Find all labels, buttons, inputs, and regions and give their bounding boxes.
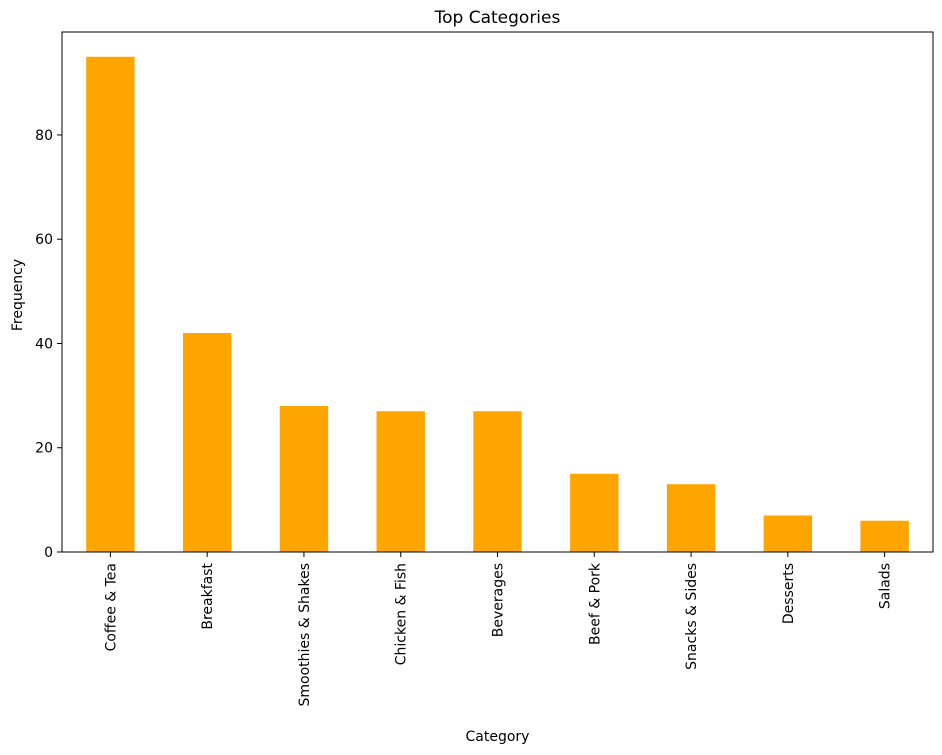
bar bbox=[279, 406, 329, 552]
y-tick-label: 40 bbox=[35, 336, 53, 352]
bar bbox=[666, 484, 716, 552]
chart-title: Top Categories bbox=[434, 8, 561, 28]
x-tick-label: Beverages bbox=[491, 563, 507, 637]
bar bbox=[473, 411, 522, 552]
x-tick-label: Salads bbox=[878, 563, 894, 609]
x-tick-label: Beef & Pork bbox=[587, 562, 603, 645]
y-axis-label: Frequency bbox=[10, 259, 26, 331]
bar bbox=[376, 411, 425, 552]
x-tick-label: Smoothies & Shakes bbox=[297, 563, 313, 707]
bars-group bbox=[86, 56, 909, 553]
x-tick-label: Chicken & Fish bbox=[394, 563, 410, 665]
bar bbox=[86, 56, 135, 553]
bar bbox=[182, 333, 232, 552]
y-tick-label: 60 bbox=[35, 232, 53, 248]
x-axis-label: Category bbox=[466, 729, 530, 745]
y-axis: 0 20 40 60 80 bbox=[35, 128, 62, 561]
bar bbox=[763, 515, 813, 552]
y-tick-label: 80 bbox=[35, 128, 53, 144]
x-tick-label: Snacks & Sides bbox=[684, 563, 700, 670]
y-tick-label: 20 bbox=[35, 441, 53, 457]
plot-frame bbox=[61, 31, 934, 553]
x-tick-label: Breakfast bbox=[200, 563, 216, 630]
x-axis: Coffee & Tea Breakfast Smoothies & Shakes C… bbox=[103, 552, 894, 707]
y-tick-label: 0 bbox=[44, 545, 53, 561]
bar bbox=[860, 520, 909, 552]
bar bbox=[570, 473, 619, 552]
x-tick-label: Desserts bbox=[781, 563, 797, 624]
x-tick-label: Coffee & Tea bbox=[103, 563, 119, 651]
